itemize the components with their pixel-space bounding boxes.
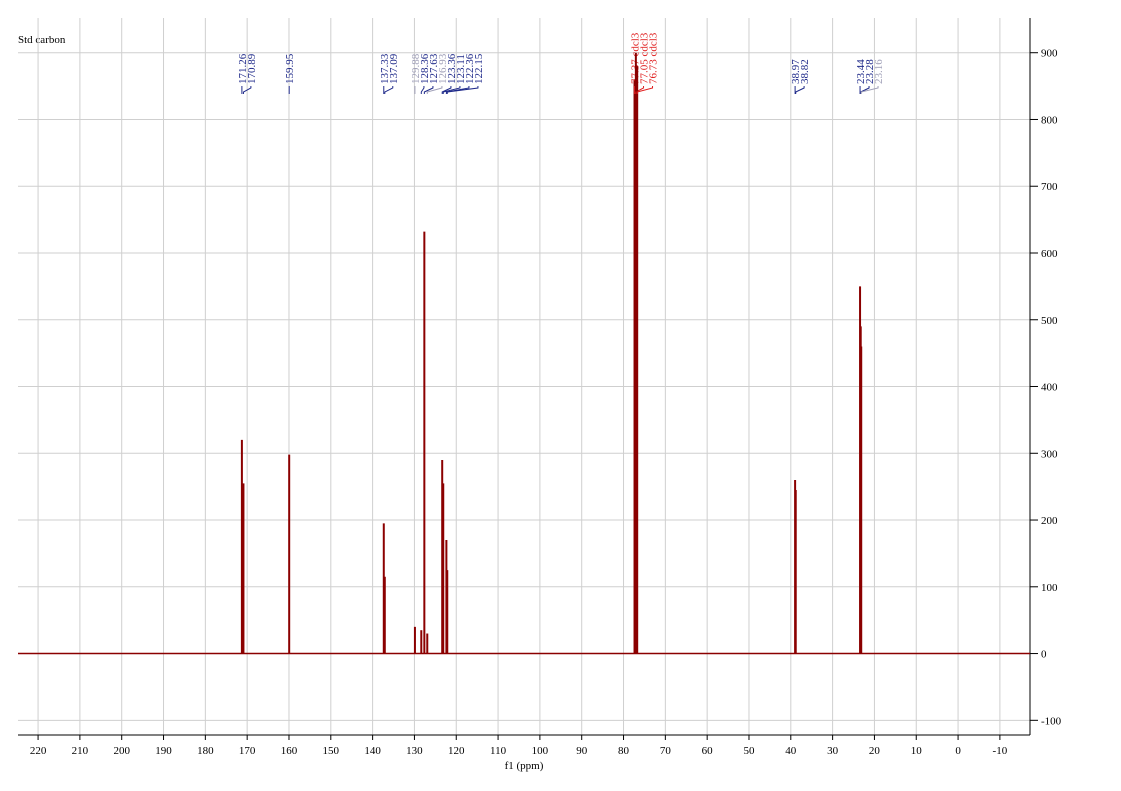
peak-label: 129.88 (410, 53, 422, 84)
y-tick-label: -100 (1041, 715, 1062, 727)
peak-label: 77.05 cdcl3 (639, 32, 651, 84)
x-tick-label: 220 (30, 745, 47, 757)
x-tick-label: 150 (323, 745, 340, 757)
peak-label-connector (635, 86, 645, 94)
peak-label-connector (442, 86, 461, 94)
y-tick-label: 300 (1041, 448, 1058, 460)
peak-label-connector (860, 86, 870, 94)
peak-label: 171.26 (237, 53, 249, 84)
x-tick-label: 120 (448, 745, 465, 757)
peak-label-connector (242, 86, 252, 94)
peak-label: 122.15 (473, 53, 485, 84)
peak-label-connector (384, 86, 394, 94)
y-tick-label: 700 (1041, 181, 1058, 193)
peak-label: 23.28 (864, 59, 876, 84)
y-tick-label: 900 (1041, 48, 1058, 60)
x-tick-label: 30 (827, 745, 839, 757)
peak-label: 170.89 (246, 53, 258, 84)
peak-label: 38.82 (799, 59, 811, 84)
peak-label: 38.97 (790, 59, 802, 84)
peak-label-connector (441, 86, 452, 94)
x-tick-label: 190 (155, 745, 172, 757)
peak-label: 126.93 (437, 53, 449, 84)
x-tick-label: 110 (490, 745, 507, 757)
x-tick-label: 10 (911, 745, 923, 757)
peak-label: 128.36 (419, 53, 431, 84)
x-tick-label: 90 (576, 745, 588, 757)
peak-label: 122.36 (464, 53, 476, 84)
peak-label: 137.09 (388, 53, 400, 84)
x-tick-label: 100 (532, 745, 549, 757)
peak-label: 23.16 (873, 59, 885, 84)
y-tick-label: 800 (1041, 114, 1058, 126)
x-tick-label: 140 (364, 745, 381, 757)
x-tick-label: 70 (660, 745, 672, 757)
peak-label: 159.95 (284, 53, 296, 84)
x-tick-label: 0 (955, 745, 961, 757)
peak-label-connector (860, 86, 879, 94)
peak-label: 23.44 (855, 59, 867, 84)
x-tick-label: 40 (785, 745, 797, 757)
peak-label: 137.33 (379, 53, 391, 84)
x-tick-label: 160 (281, 745, 298, 757)
peak-label-connector (420, 86, 425, 94)
x-tick-label: 170 (239, 745, 256, 757)
chart-title: Std carbon (18, 34, 66, 46)
x-tick-label: 20 (869, 745, 881, 757)
x-tick-label: 60 (702, 745, 714, 757)
x-tick-label: 210 (72, 745, 89, 757)
x-tick-label: 50 (743, 745, 755, 757)
x-axis-label: f1 (ppm) (505, 760, 544, 772)
y-tick-label: 0 (1041, 649, 1047, 661)
peak-label-connector (446, 86, 479, 94)
peak-label: 76.73 cdcl3 (648, 32, 660, 84)
peak-label: 123.36 (446, 53, 458, 84)
x-tick-label: 80 (618, 745, 630, 757)
x-tick-label: 180 (197, 745, 214, 757)
x-tick-label: 200 (113, 745, 130, 757)
peak-label-connector (423, 86, 434, 94)
peak-label-connector (426, 86, 443, 94)
y-tick-label: 200 (1041, 515, 1058, 527)
x-tick-label: -10 (993, 745, 1008, 757)
y-tick-label: 600 (1041, 248, 1058, 260)
y-tick-label: 500 (1041, 315, 1058, 327)
peak-label-connector (445, 86, 470, 94)
peak-label-connector (795, 86, 805, 94)
x-tick-label: 130 (406, 745, 423, 757)
peak-label-connector (636, 86, 654, 94)
y-tick-label: 400 (1041, 382, 1058, 394)
peak-label: 123.11 (455, 54, 467, 84)
peak-label: 127.63 (428, 53, 440, 84)
y-tick-label: 100 (1041, 582, 1058, 594)
